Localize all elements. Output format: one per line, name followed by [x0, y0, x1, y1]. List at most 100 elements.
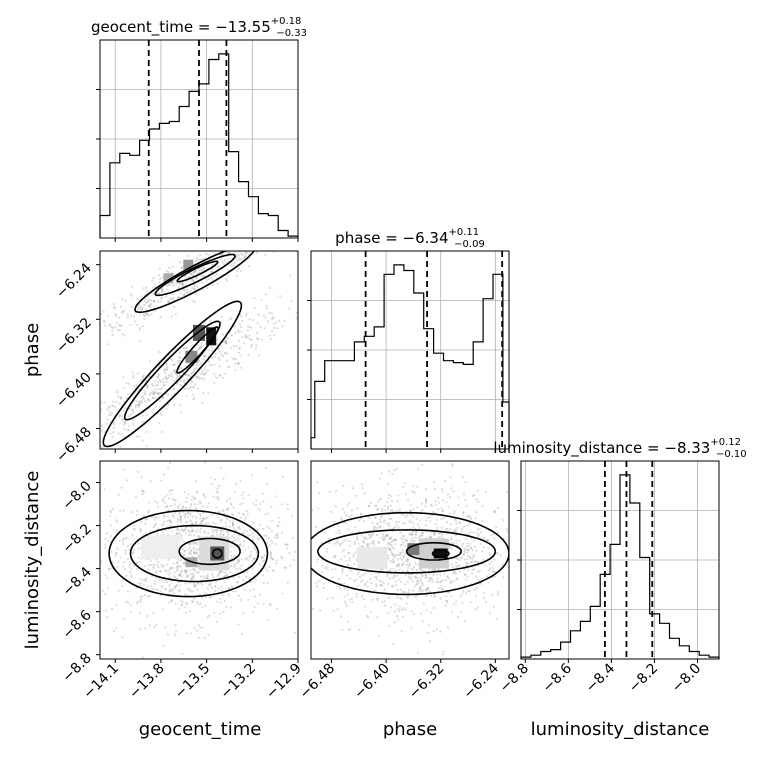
scatter-point-ph-ld — [383, 537, 386, 540]
scatter-point-gt-ld — [177, 518, 180, 521]
scatter-point-ph-ld — [431, 581, 434, 584]
scatter-point-gt-ld — [128, 565, 131, 568]
scatter-point-ph-ld — [334, 555, 337, 558]
scatter-point-upper — [204, 245, 206, 247]
scatter-point-ph-ld — [379, 497, 383, 500]
scatter-point-gt-ld — [147, 568, 150, 571]
scatter-point-gt-ld — [133, 528, 136, 531]
scatter-point-lower — [271, 329, 274, 332]
scatter-point-ph-ld — [406, 566, 409, 570]
scatter-point-ph-ld — [400, 543, 403, 546]
scatter-point-ph-ld — [392, 560, 396, 563]
scatter-point-gt-ld — [199, 602, 202, 605]
scatter-point-ph-ld — [403, 482, 406, 485]
scatter-point-upper — [249, 244, 251, 246]
scatter-point-upper — [129, 293, 132, 296]
scatter-point-ph-ld — [390, 544, 393, 547]
scatter-point-ph-ld — [457, 496, 460, 499]
scatter-point-lower — [195, 363, 198, 366]
scatter-point-ph-ld — [362, 539, 366, 542]
scatter-point-ph-ld — [460, 530, 463, 533]
scatter-point-lower — [234, 368, 237, 371]
scatter-point-gt-ld — [198, 530, 202, 533]
scatter-point-ph-ld — [345, 605, 348, 608]
scatter-point-gt-ld — [174, 576, 177, 579]
scatter-point-gt-ld — [190, 531, 193, 534]
scatter-point-gt-ld — [181, 604, 184, 607]
scatter-point-gt-ld — [149, 585, 152, 588]
scatter-point-gt-ld — [207, 522, 210, 525]
scatter-point-gt-ld — [285, 547, 288, 550]
scatter-point-ph-ld — [316, 481, 319, 484]
scatter-point-ph-ld — [380, 472, 383, 475]
scatter-point-ph-ld — [421, 583, 424, 586]
scatter-point-lower — [153, 391, 156, 394]
scatter-point-upper — [230, 246, 232, 248]
scatter-point-ph-ld — [304, 501, 306, 503]
scatter-point-lower — [183, 381, 186, 384]
scatter-point-gt-ld — [74, 610, 76, 612]
scatter-point-ph-ld — [338, 577, 341, 581]
scatter-point-lower — [92, 441, 94, 443]
scatter-point-upper — [264, 223, 266, 225]
scatter-point-ph-ld — [475, 549, 478, 552]
scatter-point-ph-ld — [400, 598, 403, 601]
scatter-point-ph-ld — [346, 588, 349, 592]
scatter-point-lower — [242, 342, 246, 345]
scatter-point-upper — [112, 302, 115, 306]
scatter-point-gt-ld — [248, 577, 251, 580]
scatter-point-gt-ld — [104, 573, 107, 576]
scatter-point-lower — [97, 425, 99, 427]
scatter-point-ph-ld — [510, 571, 512, 573]
scatter-point-gt-ld — [239, 503, 242, 506]
scatter-point-lower — [157, 373, 161, 376]
scatter-point-ph-ld — [452, 566, 455, 569]
scatter-point-ph-ld — [317, 507, 320, 510]
scatter-point-lower — [116, 391, 119, 394]
scatter-point-gt-ld — [156, 533, 159, 536]
scatter-point-gt-ld — [155, 558, 158, 561]
scatter-point-ph-ld — [347, 501, 351, 504]
scatter-point-lower — [226, 352, 229, 355]
scatter-point-upper — [168, 254, 171, 257]
scatter-point-gt-ld — [135, 514, 138, 517]
scatter-point-gt-ld — [195, 551, 198, 554]
scatter-point-ph-ld — [475, 575, 478, 578]
scatter-point-gt-ld — [220, 589, 223, 592]
scatter-point-ph-ld — [492, 605, 495, 608]
scatter-point-gt-ld — [193, 542, 196, 545]
scatter-point-ph-ld — [410, 533, 413, 536]
scatter-point-ph-ld — [378, 498, 381, 501]
scatter-point-ph-ld — [490, 560, 493, 563]
scatter-point-ph-ld — [345, 514, 348, 517]
scatter-point-upper — [194, 269, 197, 273]
scatter-point-ph-ld — [393, 610, 396, 613]
scatter-point-gt-ld — [230, 545, 233, 548]
scatter-point-ph-ld — [350, 597, 353, 601]
scatter-point-ph-ld — [386, 572, 389, 576]
scatter-point-lower — [256, 322, 259, 325]
scatter-point-ph-ld — [390, 517, 393, 520]
scatter-point-gt-ld — [187, 515, 190, 519]
scatter-point-ph-ld — [331, 575, 334, 579]
scatter-point-ph-ld — [442, 650, 445, 653]
scatter-point-gt-ld — [196, 601, 199, 604]
scatter-point-lower — [237, 362, 240, 365]
scatter-point-lower — [112, 423, 116, 426]
scatter-point-lower — [173, 370, 176, 373]
scatter-point-lower — [237, 362, 240, 365]
scatter-point-ph-ld — [375, 534, 379, 537]
scatter-point-upper — [131, 294, 134, 297]
scatter-point-gt-ld — [222, 533, 225, 536]
scatter-point-ph-ld — [486, 539, 489, 542]
scatter-point-ph-ld — [378, 580, 382, 583]
scatter-point-ph-ld — [430, 503, 433, 506]
scatter-point-lower — [173, 392, 176, 395]
scatter-point-gt-ld — [176, 561, 179, 565]
scatter-point-ph-ld — [387, 522, 390, 525]
scatter-point-ph-ld — [305, 639, 307, 641]
scatter-point-gt-ld — [270, 555, 273, 558]
scatter-point-ph-ld — [435, 523, 438, 526]
scatter-point-gt-ld — [197, 548, 200, 552]
scatter-point-gt-ld — [108, 567, 111, 571]
